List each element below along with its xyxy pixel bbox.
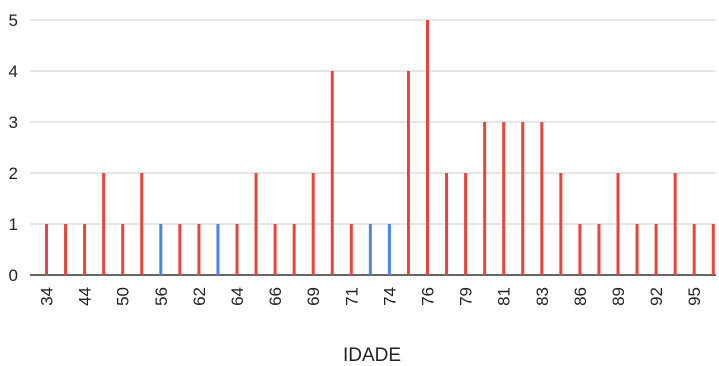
bar (712, 224, 715, 275)
bar (102, 173, 105, 275)
bar (559, 173, 562, 275)
bar (216, 224, 219, 275)
bar (369, 224, 372, 275)
bar (121, 224, 124, 275)
x-axis-ticks: 34 44 50 56 62 64 66 69 71 74 76 79 81 83 86 89 92 95 (38, 287, 705, 306)
bar (445, 173, 448, 275)
y-tick-label: 1 (9, 215, 18, 234)
y-tick-label: 0 (9, 266, 18, 285)
x-tick-label: 62 (190, 287, 209, 306)
bar (388, 224, 391, 275)
bar (255, 173, 258, 275)
x-tick-label: 92 (647, 287, 666, 306)
bar (540, 122, 543, 275)
bar (312, 173, 315, 275)
x-tick-label: 81 (495, 287, 514, 306)
x-axis-title: IDADE (343, 345, 401, 366)
bar (617, 173, 620, 275)
bar (655, 224, 658, 275)
x-tick-label: 69 (304, 287, 323, 306)
bar (521, 122, 524, 275)
y-axis-ticks: 0 1 2 3 4 5 (9, 11, 18, 285)
bar (293, 224, 296, 275)
bar (197, 224, 200, 275)
bar (331, 71, 334, 275)
bar (693, 224, 696, 275)
x-tick-label: 71 (342, 287, 361, 306)
x-tick-label: 50 (114, 287, 133, 306)
x-tick-label: 86 (571, 287, 590, 306)
bar (407, 71, 410, 275)
x-tick-label: 89 (609, 287, 628, 306)
gridlines (30, 20, 716, 275)
bar (674, 173, 677, 275)
bar (140, 173, 143, 275)
bar (45, 224, 48, 275)
x-tick-label: 95 (685, 287, 704, 306)
y-tick-label: 4 (9, 62, 18, 81)
bars (45, 20, 715, 275)
bar (597, 224, 600, 275)
bar (483, 122, 486, 275)
bar (159, 224, 162, 275)
x-tick-label: 76 (419, 287, 438, 306)
bar (502, 122, 505, 275)
bar (578, 224, 581, 275)
x-tick-label: 44 (76, 287, 95, 306)
x-tick-label: 74 (380, 287, 399, 306)
bar (83, 224, 86, 275)
bar (236, 224, 239, 275)
y-tick-label: 3 (9, 113, 18, 132)
y-tick-label: 2 (9, 164, 18, 183)
x-tick-label: 64 (228, 287, 247, 306)
bar (350, 224, 353, 275)
x-tick-label: 56 (152, 287, 171, 306)
x-tick-label: 66 (266, 287, 285, 306)
x-tick-label: 34 (38, 287, 57, 306)
x-tick-label: 83 (533, 287, 552, 306)
bar (64, 224, 67, 275)
bar (274, 224, 277, 275)
bar (464, 173, 467, 275)
y-tick-label: 5 (9, 11, 18, 30)
bar (636, 224, 639, 275)
bar (178, 224, 181, 275)
bar (426, 20, 429, 275)
x-tick-label: 79 (457, 287, 476, 306)
